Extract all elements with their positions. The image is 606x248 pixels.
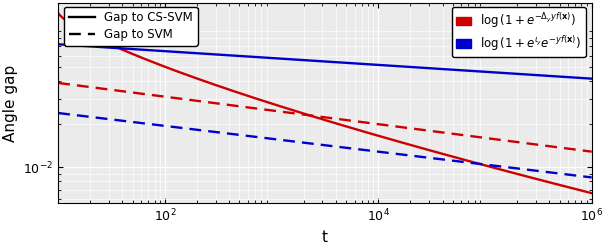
Legend: $\log\left(1+e^{-\Delta_y yf(\mathbf{x})}\right)$, $\log\left(1+e^{\iota_y}e^{-y: $\log\left(1+e^{-\Delta_y yf(\mathbf{x})… [451, 7, 586, 58]
X-axis label: t: t [322, 230, 328, 245]
Y-axis label: Angle gap: Angle gap [3, 64, 18, 142]
